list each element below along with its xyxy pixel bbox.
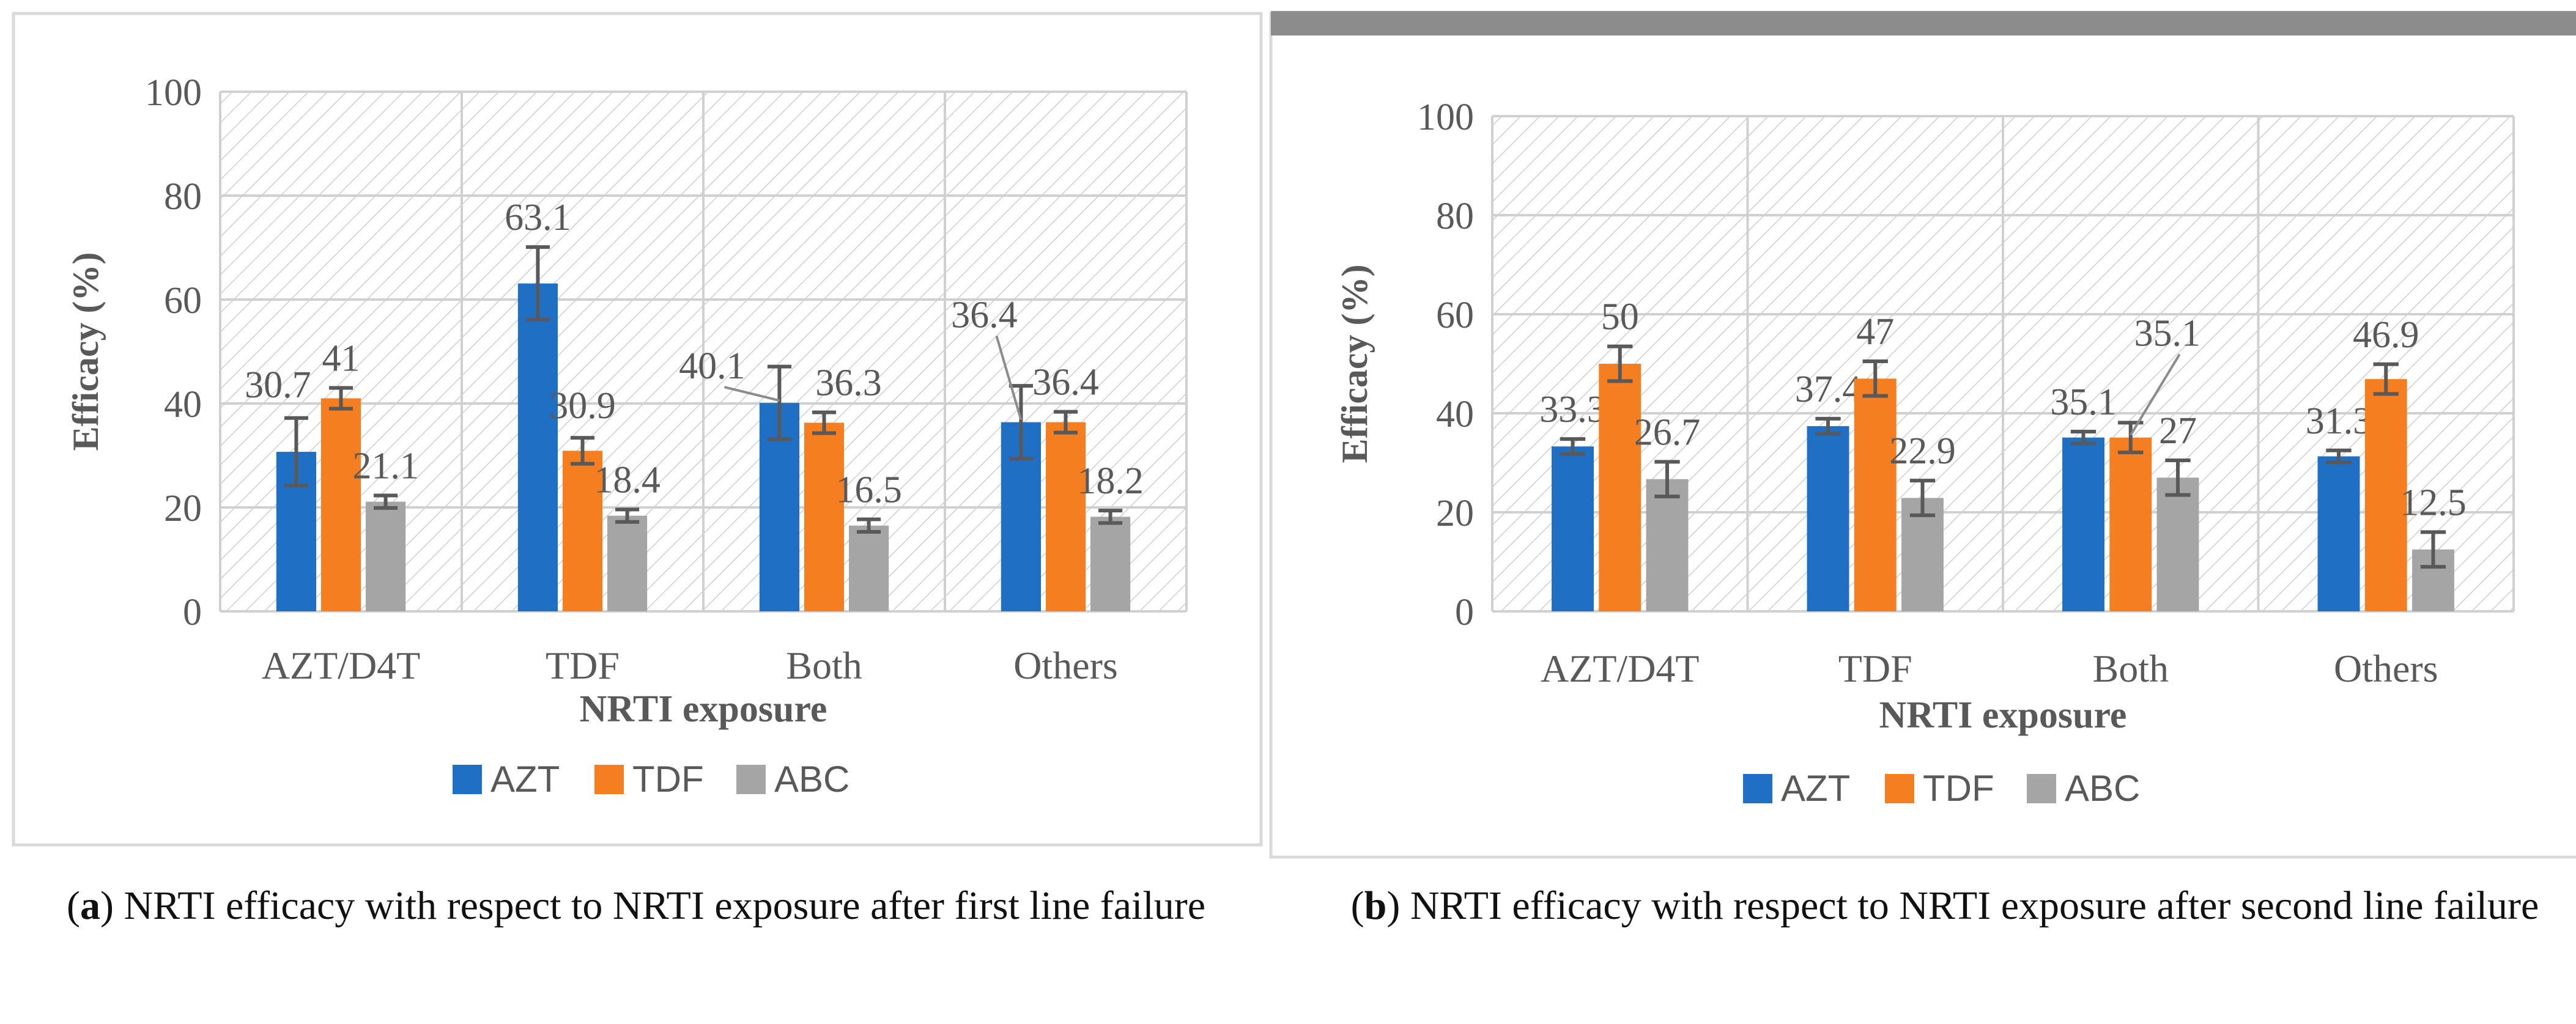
data-label-b-tdf-3: 46.9 xyxy=(2353,314,2419,356)
x-tick-label-b: Others xyxy=(2334,647,2438,690)
panel-b-top-bar xyxy=(1271,11,2576,35)
data-label-b-azt-1: 37.4 xyxy=(1795,369,1862,410)
caption-a-letter: a xyxy=(80,883,100,928)
legend-swatch-b-abc xyxy=(2027,774,2056,803)
y-tick-label-a: 0 xyxy=(183,592,202,633)
data-label-a-tdf-0: 41 xyxy=(322,338,360,380)
data-label-b-tdf-0: 50 xyxy=(1601,297,1639,338)
data-label-b-tdf-1: 47 xyxy=(1856,311,1894,353)
bar-b-tdf-0 xyxy=(1599,364,1641,611)
x-tick-label-b: Both xyxy=(2093,647,2169,690)
legend-label-a-tdf: TDF xyxy=(632,759,704,800)
y-tick-label-a: 40 xyxy=(164,384,202,425)
legend-swatch-b-azt xyxy=(1743,774,1772,803)
bar-a-abc-3 xyxy=(1090,517,1131,611)
bar-a-tdf-2 xyxy=(804,422,845,611)
y-tick-label-b: 100 xyxy=(1417,97,1474,138)
data-label-b-azt-3: 31.3 xyxy=(2306,400,2372,442)
label-leader-a xyxy=(995,336,1023,421)
caption-b: (b) NRTI efficacy with respect to NRTI e… xyxy=(1350,883,2539,928)
legend-swatch-a-tdf xyxy=(594,765,624,794)
data-label-b-abc-1: 22.9 xyxy=(1889,430,1956,472)
bar-b-azt-0 xyxy=(1552,446,1594,611)
y-axis-label-b: Efficacy (%) xyxy=(1334,265,1375,463)
data-label-a-tdf-1: 30.9 xyxy=(549,385,616,427)
bar-b-tdf-3 xyxy=(2364,379,2407,611)
data-label-a-azt-3: 36.4 xyxy=(951,295,1018,336)
bar-b-azt-3 xyxy=(2317,456,2360,611)
label-leader-b xyxy=(2130,353,2181,436)
data-label-a-azt-1: 63.1 xyxy=(505,197,571,238)
bar-a-abc-1 xyxy=(607,515,648,611)
y-axis-label-a: Efficacy (%) xyxy=(65,252,106,451)
y-tick-label-b: 0 xyxy=(1455,592,1474,633)
bar-b-azt-2 xyxy=(2062,437,2104,611)
x-tick-label-a: Others xyxy=(1013,644,1118,687)
x-tick-label-b: TDF xyxy=(1838,647,1912,690)
legend-swatch-a-abc xyxy=(736,765,766,794)
data-label-a-abc-1: 18.4 xyxy=(594,459,661,501)
bar-b-tdf-2 xyxy=(2109,437,2152,611)
bar-b-azt-1 xyxy=(1807,426,1849,611)
data-label-a-abc-0: 21.1 xyxy=(352,445,419,487)
data-label-a-tdf-2: 36.3 xyxy=(815,362,882,403)
data-label-b-tdf-2: 35.1 xyxy=(2134,313,2201,355)
data-label-b-azt-2: 35.1 xyxy=(2050,381,2117,423)
y-tick-label-b: 60 xyxy=(1436,295,1474,336)
label-leader-a xyxy=(724,386,780,402)
y-tick-label-a: 100 xyxy=(145,72,202,114)
caption-b-text: NRTI efficacy with respect to NRTI expos… xyxy=(1410,883,2539,928)
bar-a-tdf-1 xyxy=(562,451,603,611)
y-tick-label-b: 20 xyxy=(1436,493,1474,534)
x-tick-label-a: AZT/D4T xyxy=(262,644,421,687)
data-label-a-azt-0: 30.7 xyxy=(245,364,311,406)
legend-label-a-azt: AZT xyxy=(490,759,560,800)
bar-b-abc-2 xyxy=(2156,477,2199,611)
x-tick-label-b: AZT/D4T xyxy=(1541,647,1700,690)
data-label-b-abc-2: 27 xyxy=(2159,410,2197,452)
legend-label-b-abc: ABC xyxy=(2065,768,2140,809)
bar-a-tdf-0 xyxy=(320,398,361,611)
legend-label-b-tdf: TDF xyxy=(1923,768,1994,809)
x-tick-label-a: Both xyxy=(786,644,862,687)
bar-a-azt-1 xyxy=(517,283,558,611)
x-axis-label-a: NRTI exposure xyxy=(580,688,827,730)
y-tick-label-b: 40 xyxy=(1436,394,1474,435)
legend-label-a-abc: ABC xyxy=(774,759,849,800)
x-tick-label-a: TDF xyxy=(546,644,620,687)
caption-a: (a) NRTI efficacy with respect to NRTI e… xyxy=(67,883,1205,928)
data-label-a-abc-2: 16.5 xyxy=(835,470,902,511)
legend-swatch-b-tdf xyxy=(1885,774,1914,803)
chart-panel-b: 0 20 40 60 80 100 Efficacy (%) 33.3 37.4 35.1 31.3… xyxy=(1269,11,2576,859)
bar-a-tdf-3 xyxy=(1045,422,1086,611)
data-label-a-tdf-3: 36.4 xyxy=(1032,362,1099,403)
bar-b-abc-0 xyxy=(1646,479,1689,611)
chart-panel-a: 0 20 40 60 80 100 Efficacy (%) 30.7 63.1 40.1 36.4… xyxy=(12,12,1263,847)
y-tick-label-b: 80 xyxy=(1436,196,1474,237)
bar-b-tdf-1 xyxy=(1854,378,1897,611)
caption-b-letter: b xyxy=(1364,883,1387,928)
caption-a-text: NRTI efficacy with respect to NRTI expos… xyxy=(124,883,1205,928)
bar-a-abc-2 xyxy=(848,525,889,611)
x-axis-label-b: NRTI exposure xyxy=(1879,694,2127,736)
legend-label-b-azt: AZT xyxy=(1781,768,1850,809)
data-label-b-abc-0: 26.7 xyxy=(1634,411,1701,453)
data-label-b-abc-3: 12.5 xyxy=(2400,482,2467,523)
data-label-a-abc-3: 18.2 xyxy=(1077,460,1144,502)
legend-swatch-a-azt xyxy=(453,765,482,794)
bar-a-abc-0 xyxy=(365,501,406,611)
data-label-b-azt-0: 33.3 xyxy=(1539,389,1606,430)
data-label-a-azt-2: 40.1 xyxy=(679,345,746,387)
y-tick-label-a: 60 xyxy=(164,280,202,322)
y-tick-label-a: 20 xyxy=(164,488,202,529)
y-tick-label-a: 80 xyxy=(164,176,202,218)
